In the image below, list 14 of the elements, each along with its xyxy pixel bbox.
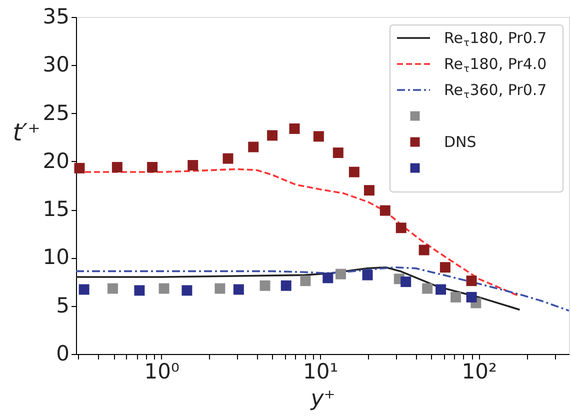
y-tick-label: 15 (42, 197, 70, 222)
legend-label: DNS (444, 133, 476, 151)
x-tick-label: 10¹ (303, 360, 338, 384)
y-tick-label: 20 (42, 148, 70, 173)
x-tick-label: 10² (462, 360, 497, 384)
y-axis-title: t′⁺ (12, 118, 40, 146)
y-tick-label: 25 (42, 100, 70, 125)
y-tick-label: 10 (42, 245, 70, 270)
y-tick-label: 35 (42, 4, 70, 28)
y-tick-label: 30 (42, 52, 70, 77)
x-tick-label: 10⁰ (144, 360, 180, 384)
y-tick-label: 0 (56, 342, 70, 366)
y-tick-label: 5 (56, 293, 70, 318)
x-axis-title: y⁺ (310, 386, 336, 412)
